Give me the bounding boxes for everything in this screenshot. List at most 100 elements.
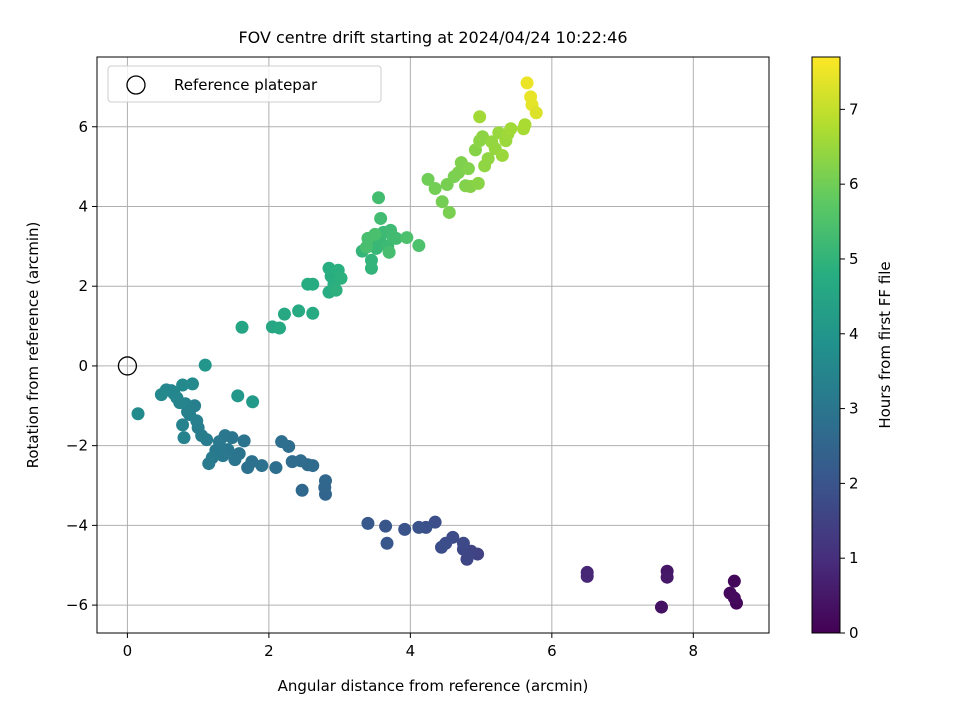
data-point (456, 536, 470, 550)
reference-marker-group (117, 356, 138, 376)
x-axis-ticks: 0 2 4 6 8 (123, 633, 698, 660)
data-point (400, 231, 414, 245)
y-tick-label: 6 (78, 118, 88, 136)
data-point (185, 377, 199, 391)
data-point (277, 307, 291, 321)
data-point (177, 431, 191, 445)
data-point (364, 253, 378, 267)
data-point (504, 122, 518, 136)
data-point (329, 283, 343, 297)
data-point (318, 474, 332, 488)
data-point (428, 182, 442, 196)
data-point (176, 418, 190, 432)
data-point (360, 240, 374, 254)
x-tick-label: 6 (547, 642, 557, 660)
reference-platepar-marker (117, 356, 138, 376)
data-point (241, 461, 255, 475)
data-point (421, 172, 435, 186)
y-tick-label: 0 (78, 357, 88, 375)
data-point (398, 522, 412, 536)
data-point (379, 519, 393, 533)
data-point (654, 600, 668, 614)
x-tick-label: 8 (689, 642, 699, 660)
data-point (451, 166, 465, 180)
data-point (580, 569, 594, 583)
data-point (176, 378, 190, 392)
data-point (295, 483, 309, 497)
colorbar-tick-label: 0 (849, 624, 859, 642)
y-axis-ticks: −6 −4 −2 0 2 4 6 (66, 118, 97, 614)
y-tick-label: −4 (66, 516, 88, 534)
data-point (275, 435, 289, 449)
data-point (374, 211, 388, 225)
data-point (246, 395, 260, 409)
data-point (228, 453, 242, 467)
data-point (727, 574, 741, 588)
y-tick-label: −2 (66, 437, 88, 455)
x-tick-label: 2 (264, 642, 274, 660)
data-point (495, 148, 509, 162)
legend-reference-marker (126, 75, 146, 95)
data-point (473, 110, 487, 124)
data-point (292, 304, 306, 318)
data-point (361, 516, 375, 530)
data-point (131, 407, 145, 421)
x-tick-label: 4 (406, 642, 416, 660)
colorbar-gradient (811, 56, 841, 634)
data-point (461, 162, 475, 176)
data-point (481, 152, 495, 166)
colorbar-tick-label: 7 (849, 100, 859, 118)
data-point (306, 306, 320, 320)
legend-box (107, 65, 382, 103)
data-point (412, 520, 426, 534)
data-point (255, 459, 269, 473)
data-point (237, 434, 251, 448)
data-point (435, 195, 449, 209)
plot-frame (96, 56, 770, 634)
colorbar-tick-label: 5 (849, 250, 859, 268)
data-point (389, 231, 403, 245)
grid-lines (97, 57, 769, 633)
colorbar-tick-label: 2 (849, 474, 859, 492)
data-point (269, 461, 283, 475)
data-point (368, 227, 382, 241)
y-tick-label: −6 (66, 596, 88, 614)
data-point (471, 176, 485, 190)
data-point (518, 118, 532, 132)
data-point (198, 358, 212, 372)
data-point (154, 388, 168, 402)
colorbar-label: Hours from first FF file (876, 261, 894, 428)
legend-entry-reference: Reference platepar (174, 76, 318, 94)
data-point (660, 570, 674, 584)
x-tick-label: 0 (123, 642, 133, 660)
data-point (460, 552, 474, 566)
data-point (520, 76, 534, 90)
colorbar-tick-label: 1 (849, 549, 859, 567)
colorbar: 0 1 2 3 4 5 6 7 Hours from first FF file (811, 56, 894, 642)
chart-title: FOV centre drift starting at 2024/04/24 … (238, 28, 627, 47)
data-point (442, 205, 456, 219)
data-point (372, 191, 386, 205)
data-point (306, 277, 320, 291)
y-tick-label: 4 (78, 197, 88, 215)
data-point (382, 245, 396, 259)
data-point (727, 591, 741, 605)
scatter-points (131, 76, 743, 614)
data-point (235, 320, 249, 334)
data-point (529, 106, 543, 120)
colorbar-tick-label: 4 (849, 325, 859, 343)
data-point (380, 536, 394, 550)
y-axis-label: Rotation from reference (arcmin) (24, 222, 42, 469)
data-point (412, 239, 426, 253)
data-point (434, 540, 448, 554)
y-tick-label: 2 (78, 277, 88, 295)
legend: Reference platepar (107, 65, 382, 103)
data-point (273, 321, 287, 335)
data-point (285, 455, 299, 469)
data-point (202, 457, 216, 471)
colorbar-tick-label: 3 (849, 400, 859, 418)
data-point (334, 271, 348, 285)
colorbar-tick-label: 6 (849, 175, 859, 193)
colorbar-ticks: 0 1 2 3 4 5 6 7 (840, 100, 859, 642)
